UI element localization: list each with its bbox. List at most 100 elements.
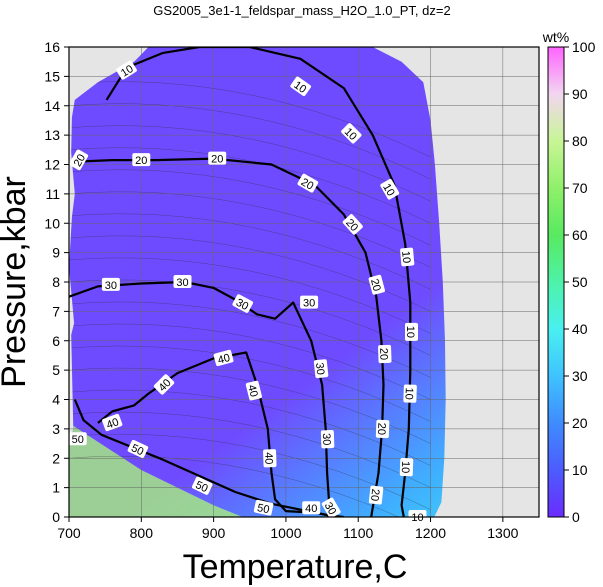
y-tick-label: 13 xyxy=(44,127,60,143)
contour-label-bg xyxy=(101,277,120,291)
minor-contour xyxy=(69,257,431,334)
contour-label-bg xyxy=(232,294,254,313)
contour-label: 20 xyxy=(375,423,387,436)
contour-label: 10 xyxy=(404,326,416,338)
contour-label-bg xyxy=(132,153,151,167)
contour-label: 30 xyxy=(303,298,315,310)
minor-contour xyxy=(69,411,431,488)
minor-contour xyxy=(69,389,431,466)
x-tick-label: 700 xyxy=(57,525,81,541)
contour-label-group: 10 xyxy=(380,178,400,200)
contour-label-bg xyxy=(213,349,234,367)
contour-label-bg xyxy=(102,413,123,432)
y-tick-label: 4 xyxy=(52,392,60,408)
colorbar xyxy=(547,46,565,518)
contour-label-group: 40 xyxy=(102,413,123,432)
contour-label-bg xyxy=(320,430,335,449)
contour-label: 20 xyxy=(72,152,89,169)
contour-label-group: 30 xyxy=(320,430,335,449)
y-tick-label: 0 xyxy=(52,509,60,525)
x-ticks: 700 800 900 1000 1100 1200 1300 xyxy=(57,517,519,541)
contour-label-group: 50 xyxy=(68,432,87,446)
minor-contour xyxy=(69,125,431,202)
y-tick-label: 2 xyxy=(52,450,60,466)
minor-contour xyxy=(69,191,431,268)
x-tick-label: 800 xyxy=(130,525,154,541)
contour-20 xyxy=(76,157,385,517)
contour-label: 50 xyxy=(72,434,84,446)
colorbar-tick-label: 90 xyxy=(572,86,588,102)
x-tick-label: 1100 xyxy=(343,525,373,541)
contour-label: 30 xyxy=(313,362,326,375)
colorbar-tick-label: 80 xyxy=(572,133,588,149)
contour-label-bg xyxy=(245,380,262,401)
x-tick-label: 1000 xyxy=(270,525,301,541)
contour-label: 20 xyxy=(368,278,383,293)
contour-label-group: 30 xyxy=(173,275,192,289)
contour-label: 50 xyxy=(193,479,209,495)
contour-label: 10 xyxy=(291,79,308,96)
y-tick-label: 6 xyxy=(52,333,60,349)
contour-label-group: 30 xyxy=(300,295,319,310)
contour-label-group: 20 xyxy=(297,173,319,193)
contour-label: 10 xyxy=(119,63,136,80)
contour-label-bg xyxy=(253,499,274,516)
contour-label-bg xyxy=(378,344,392,364)
contour-label-group: 30 xyxy=(313,359,329,379)
contour-label: 20 xyxy=(368,488,381,501)
contour-label-bg xyxy=(263,449,277,468)
contour-label-bg xyxy=(173,275,192,288)
x-tick-label: 1200 xyxy=(415,525,446,541)
colorbar-label: wt% xyxy=(542,29,569,45)
contour-label-group: 20 xyxy=(208,151,227,166)
contour-label-group: 40 xyxy=(213,349,234,367)
y-tick-label: 11 xyxy=(45,186,60,202)
minor-contour xyxy=(69,169,431,246)
y-tick-label: 16 xyxy=(44,39,60,55)
contour-label-bg xyxy=(297,173,319,193)
contour-label-bg xyxy=(69,149,89,171)
contour-40 xyxy=(97,351,337,517)
contour-label: 20 xyxy=(211,154,223,166)
y-tick-label: 15 xyxy=(44,68,60,84)
minor-contour xyxy=(69,213,431,290)
colorbar-tick-label: 20 xyxy=(572,415,588,431)
chart-title: GS2005_3e1-1_feldspar_mass_H2O_1.0_PT, d… xyxy=(153,3,450,18)
contour-label: 20 xyxy=(299,176,316,193)
contour-label-bg xyxy=(127,439,149,458)
y-tick-label: 1 xyxy=(52,480,60,496)
contour-label: 30 xyxy=(320,433,332,446)
contour-label-group: 30 xyxy=(101,277,120,292)
contour-label-bg xyxy=(208,151,227,165)
contour-label-group: 10 xyxy=(399,457,414,477)
contour-30 xyxy=(69,280,335,517)
colorbar-tick-label: 70 xyxy=(572,180,588,196)
contour-label-bg xyxy=(300,295,319,309)
contour-label-group: 10 xyxy=(402,384,417,403)
contour-label-bg xyxy=(380,178,400,200)
contour-label: 10 xyxy=(380,182,397,199)
contour-label-bg xyxy=(342,214,363,235)
contour-lines xyxy=(69,47,412,517)
colorbar-tick-label: 30 xyxy=(572,368,588,384)
contour-label: 20 xyxy=(135,155,147,167)
contour-label-bg xyxy=(399,457,414,477)
heatmap-highwt-zone xyxy=(69,423,243,517)
contour-label: 50 xyxy=(129,442,145,458)
contour-label-bg xyxy=(368,274,385,295)
x-tick-label: 1300 xyxy=(487,525,518,541)
contour-label-group: 50 xyxy=(253,499,274,516)
contour-label: 40 xyxy=(216,352,231,367)
contour-label: 40 xyxy=(262,452,274,465)
contour-label: 10 xyxy=(399,250,412,263)
contour-label-group: 30 xyxy=(322,497,341,519)
contour-label-bg xyxy=(116,60,137,80)
y-tick-label: 3 xyxy=(52,421,60,437)
contour-label: 10 xyxy=(402,387,414,400)
colorbar-tick-label: 60 xyxy=(572,227,588,243)
contour-label-bg xyxy=(405,322,418,341)
contour-label-group: 40 xyxy=(302,501,321,515)
contour-label-group: 20 xyxy=(368,274,385,295)
